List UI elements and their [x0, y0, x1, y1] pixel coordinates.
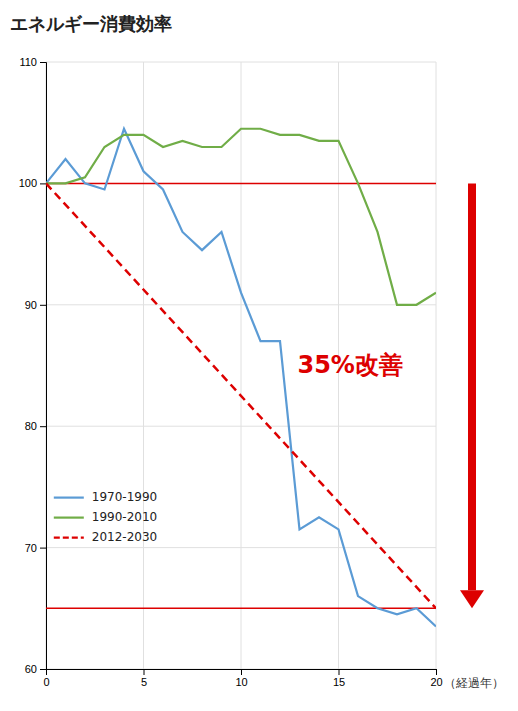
legend-item: 1990-2010 — [54, 510, 157, 524]
y-axis-tick-mark — [40, 669, 46, 670]
x-axis-tick-label: 10 — [235, 676, 247, 688]
legend-label: 1970-1990 — [92, 490, 157, 504]
x-axis-line — [47, 670, 437, 676]
y-axis: 60 70 80 90 100 110 — [19, 56, 47, 675]
arrow-shaft — [468, 183, 476, 590]
y-axis-tick: 90 — [25, 299, 46, 311]
x-axis-tick: 5 — [141, 669, 147, 688]
legend: 1970-1990 1990-2010 2012-2030 — [54, 490, 157, 544]
legend-label: 1990-2010 — [92, 510, 157, 524]
arrow — [460, 183, 484, 608]
y-axis-tick: 60 — [25, 663, 46, 675]
legend-label: 2012-2030 — [92, 530, 157, 544]
legend-swatch — [54, 516, 84, 518]
x-axis-tick: 10 — [235, 669, 247, 688]
marks — [46, 129, 436, 627]
y-axis-tick: 70 — [25, 542, 46, 554]
y-axis-tick: 110 — [19, 56, 46, 68]
x-axis-tick-label: 0 — [43, 676, 49, 688]
x-axis-title: （経過年） — [444, 676, 504, 690]
y-axis-tick: 100 — [19, 177, 46, 189]
x-grid-line — [143, 62, 144, 669]
x-axis: 0 5 10 15 20 — [43, 669, 442, 688]
x-axis-tick: 15 — [333, 669, 345, 688]
y-axis-line — [40, 63, 47, 670]
x-axis-tick-mark — [144, 669, 145, 675]
x-axis-tick-mark — [241, 669, 242, 675]
x-grid-line — [241, 62, 242, 669]
y-grid-line — [46, 183, 436, 184]
x-axis-tick: 20 — [430, 669, 442, 688]
title: エネルギー消費効率 — [10, 13, 172, 34]
x-grid-line — [436, 62, 437, 669]
y-axis-tick-label: 70 — [25, 542, 37, 554]
y-axis-tick-label: 90 — [25, 299, 37, 311]
arrow-head — [460, 590, 484, 608]
y-axis-tick-mark — [40, 548, 46, 549]
y-axis-tick-mark — [40, 426, 46, 427]
x-axis-tick-mark — [339, 669, 340, 675]
y-axis-tick-mark — [40, 62, 46, 63]
x-axis-tick-label: 20 — [430, 676, 442, 688]
reference-line — [46, 183, 436, 185]
grid — [46, 62, 436, 669]
y-axis-tick-mark — [40, 183, 46, 184]
legend-item: 2012-2030 — [54, 530, 157, 544]
annotation: 35%改善 — [297, 351, 402, 379]
legend-item: 1970-1990 — [54, 490, 157, 504]
x-axis-tick: 0 — [43, 669, 49, 688]
series-line — [46, 129, 436, 627]
x-axis-tick-mark — [436, 669, 437, 675]
x-axis-tick-label: 5 — [141, 676, 147, 688]
chart: 0 5 10 15 20 60 70 80 90 100 110 （経過年） 35%改善 1970-199… — [0, 0, 518, 711]
y-axis-tick-label: 60 — [25, 663, 37, 675]
y-axis-tick-mark — [40, 305, 46, 306]
x-axis-tick-label: 15 — [333, 676, 345, 688]
legend-swatch — [54, 536, 84, 538]
plot-area: 0 5 10 15 20 60 70 80 90 100 110 （経過年） 35%改善 1970-199… — [19, 56, 504, 690]
y-axis-tick-label: 80 — [25, 420, 37, 432]
series-line — [46, 183, 436, 608]
y-axis-tick: 80 — [25, 420, 46, 432]
legend-swatch — [54, 497, 84, 499]
series-line — [46, 129, 436, 305]
y-axis-tick-label: 100 — [19, 177, 37, 189]
y-axis-tick-label: 110 — [19, 56, 37, 68]
